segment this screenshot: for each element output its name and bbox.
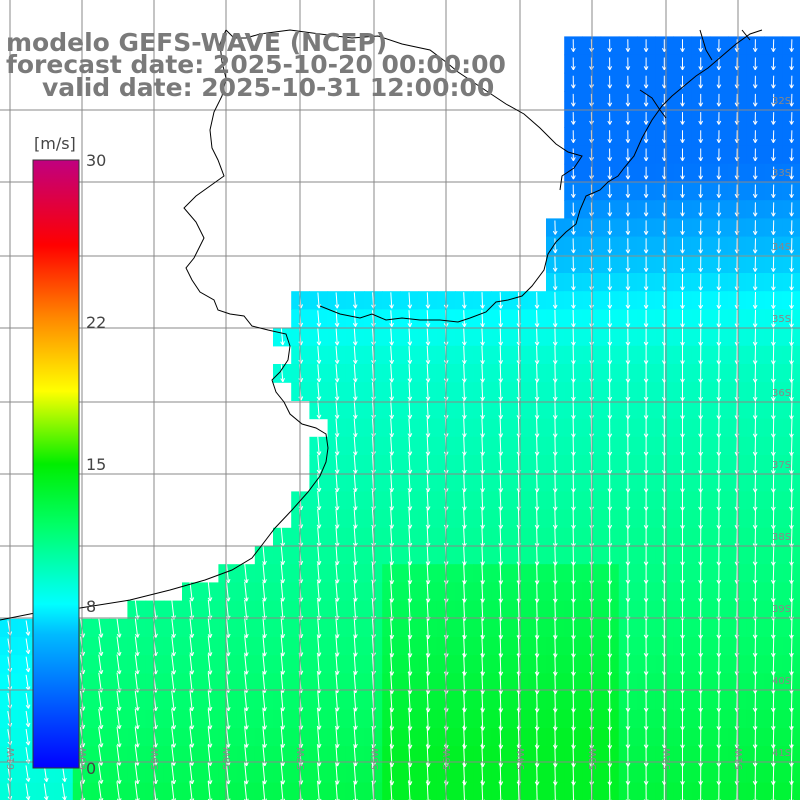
- wind-arrow: [625, 57, 631, 71]
- colorbar-tick-label: 22: [86, 313, 106, 332]
- wind-arrow: [570, 39, 576, 52]
- lat-label: 37S: [772, 460, 791, 471]
- colorbar-tick-label: 15: [86, 455, 106, 474]
- wind-arrow: [607, 93, 613, 107]
- wind-arrow: [716, 112, 722, 125]
- wind-arrow: [716, 39, 722, 52]
- wind-arrow: [789, 57, 794, 71]
- wind-arrow: [607, 75, 613, 89]
- wind-arrow: [771, 57, 776, 71]
- wind-arrow: [698, 112, 704, 125]
- wind-arrow: [570, 112, 576, 125]
- lon-label: 58W: [222, 747, 233, 770]
- wind-arrow: [789, 112, 794, 125]
- lat-label: 40S: [772, 676, 791, 687]
- wind-arrow: [680, 130, 685, 143]
- wind-arrow: [789, 39, 794, 52]
- wind-arrow: [570, 130, 576, 143]
- lat-label: 35S: [772, 314, 791, 325]
- wind-arrow: [716, 57, 722, 71]
- wind-arrow: [570, 57, 576, 71]
- wind-arrow: [680, 57, 685, 71]
- colorbar-tick-label: 0: [86, 759, 96, 778]
- wind-arrow: [752, 93, 758, 107]
- lat-label: 33S: [772, 168, 791, 179]
- wind-speed-field: [0, 36, 800, 800]
- wind-arrow: [607, 130, 613, 143]
- wind-arrow: [771, 75, 776, 89]
- colorbar-unit: [m/s]: [34, 134, 76, 153]
- lon-label: 57W: [296, 747, 307, 770]
- wind-arrow: [698, 57, 704, 71]
- wind-arrows: [7, 39, 794, 800]
- wind-arrow: [752, 57, 758, 71]
- wind-arrow: [607, 112, 613, 125]
- wind-arrow: [570, 75, 576, 89]
- lon-label: 61W: [6, 747, 17, 770]
- lat-label: 34S: [772, 242, 791, 253]
- wind-arrow: [752, 75, 758, 89]
- wind-arrow: [771, 39, 776, 52]
- wind-arrow: [716, 75, 722, 89]
- wind-arrow: [771, 112, 776, 125]
- wind-arrow: [680, 39, 685, 52]
- wind-arrow: [789, 75, 794, 89]
- wind-arrow: [625, 130, 631, 143]
- colorbar-tick-label: 30: [86, 151, 106, 170]
- colorbar-bar: [32, 159, 80, 769]
- wind-arrow: [625, 93, 631, 107]
- lon-label: 51W: [734, 747, 745, 770]
- wind-arrow: [752, 39, 758, 52]
- wind-arrow: [643, 75, 649, 89]
- title-valid-date: valid date: 2025-10-31 12:00:00: [42, 73, 495, 102]
- colorbar-tick-label: 8: [86, 597, 96, 616]
- lon-label: 56W: [370, 747, 381, 770]
- wind-arrow: [625, 112, 631, 125]
- lat-label: 38S: [772, 532, 791, 543]
- wind-arrow: [698, 39, 704, 52]
- lon-label: 53W: [588, 747, 599, 770]
- lon-label: 59W: [150, 747, 161, 770]
- wind-arrow: [643, 39, 649, 52]
- lon-label: 55W: [442, 747, 453, 770]
- lat-label: 32S: [772, 96, 791, 107]
- wind-arrow: [698, 93, 704, 107]
- lat-label: 39S: [772, 604, 791, 615]
- wind-arrow: [643, 57, 649, 71]
- wind-arrow: [607, 57, 613, 71]
- wind-arrow: [570, 93, 576, 107]
- wind-arrow: [643, 112, 649, 125]
- wind-arrow: [789, 93, 794, 107]
- wind-arrow: [680, 93, 685, 107]
- wind-arrow: [771, 93, 776, 107]
- lon-label: 54W: [516, 747, 527, 770]
- wind-arrow: [625, 39, 631, 52]
- lat-label: 36S: [772, 388, 791, 399]
- wind-arrow: [680, 112, 685, 125]
- wind-arrow: [643, 130, 649, 143]
- lat-label: 41S: [772, 748, 791, 759]
- wind-arrow: [716, 93, 722, 107]
- lon-label: 52W: [662, 747, 673, 770]
- wind-arrow: [698, 75, 704, 89]
- wind-arrow: [643, 93, 649, 107]
- wind-arrow: [607, 39, 613, 52]
- wind-arrow: [625, 75, 631, 89]
- wind-arrow: [752, 112, 758, 125]
